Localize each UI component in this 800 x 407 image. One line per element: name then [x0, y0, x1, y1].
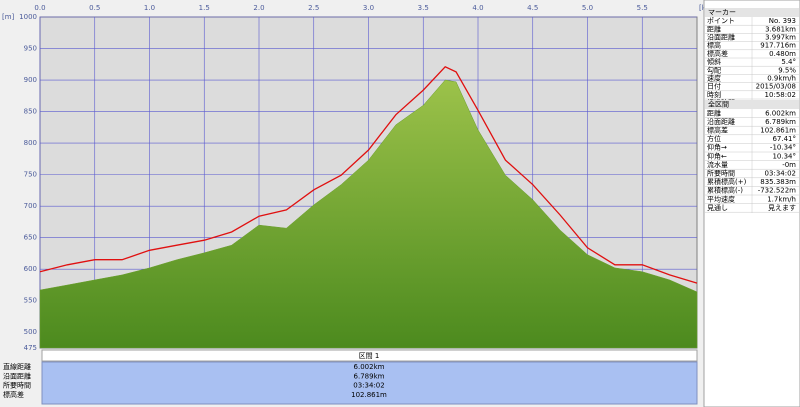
row-value: 5.4°: [781, 58, 796, 66]
row-label: 累積標高(+): [707, 177, 747, 186]
section-row-label: 直線距離: [3, 362, 31, 371]
x-tick-label: 1.0: [144, 4, 155, 12]
row-label: 標高: [707, 41, 721, 50]
row-label: 速度: [707, 74, 721, 83]
row-label: 流水量: [707, 160, 728, 169]
y-tick-label: 650: [24, 234, 37, 242]
row-label: 距離: [707, 24, 721, 33]
x-tick-label: 2.0: [253, 4, 264, 12]
row-label: 日付: [707, 82, 721, 91]
row-label: 見通し: [707, 203, 728, 212]
row-value: 102.861m: [760, 127, 796, 135]
row-label: 仰角←: [707, 151, 727, 160]
x-tick-label: 3.0: [363, 4, 374, 12]
row-value: -732.522m: [758, 187, 796, 195]
section-row-label: 所要時間: [3, 381, 31, 390]
y-tick-label: 475: [24, 344, 37, 352]
row-value: 917.716m: [760, 42, 796, 50]
row-label: 勾配: [707, 65, 721, 74]
x-tick-label: 5.5: [637, 4, 648, 12]
y-tick-label: 750: [24, 171, 37, 179]
x-tick-label: 4.0: [472, 4, 483, 12]
section-header: [41, 349, 698, 362]
row-value: 03:34:02: [765, 170, 796, 178]
x-tick-label: 0.5: [89, 4, 100, 12]
row-label: 方位: [707, 134, 721, 143]
section-row-value: 6.789km: [354, 372, 385, 380]
row-value: 見えます: [768, 204, 796, 212]
row-label: 標高差: [707, 126, 728, 135]
row-value: -0m: [782, 161, 796, 169]
row-value: 0.9km/h: [767, 75, 796, 83]
x-tick-label: 3.5: [418, 4, 429, 12]
row-value: 835.383m: [760, 178, 796, 186]
row-value: 6.002km: [765, 109, 796, 117]
row-label: 所要時間: [707, 169, 735, 178]
row-label: 仰角→: [707, 143, 727, 152]
panel-title: 全区間: [708, 100, 729, 109]
row-value: 6.789km: [765, 118, 796, 126]
panel-title-bar: [705, 100, 799, 109]
row-value: -10.34°: [770, 144, 796, 152]
terrain-area: [39, 79, 698, 349]
x-tick-label: 1.5: [199, 4, 210, 12]
row-value: 0.480m: [769, 50, 796, 58]
y-unit: [m]: [2, 13, 15, 21]
y-tick-label: 600: [24, 265, 37, 273]
row-label: 傾斜: [707, 57, 721, 66]
section-row-value: 102.861m: [351, 391, 387, 399]
y-tick-label: 500: [24, 328, 37, 336]
row-label: 沿面距離: [707, 117, 735, 126]
row-label: 累積標高(-): [707, 186, 743, 195]
row-value: 2015/03/08: [756, 83, 796, 91]
x-tick-label: 0.0: [34, 4, 45, 12]
panel-title: マーカー: [708, 9, 736, 17]
track-line: [39, 66, 698, 284]
row-label: 平均速度: [707, 194, 735, 203]
row-label: 時刻: [707, 90, 721, 99]
row-label: 沿面距離: [707, 33, 735, 42]
row-value: 9.5%: [778, 66, 796, 74]
row-label: ポイント: [707, 17, 735, 25]
section-row-label: 沿面距離: [3, 371, 31, 380]
row-value: No. 393: [769, 17, 796, 25]
section-row-value: 03:34:02: [353, 382, 384, 390]
x-tick-label: 5.0: [582, 4, 593, 12]
y-tick-label: 800: [24, 139, 37, 147]
row-value: 67.41°: [772, 135, 796, 143]
section-title: 区間 1: [359, 352, 380, 360]
row-value: 1.7km/h: [767, 195, 796, 203]
row-value: 3.997km: [765, 34, 796, 42]
row-value: 3.681km: [765, 25, 796, 33]
x-tick-label: 2.5: [308, 4, 319, 12]
section-values-band: [41, 361, 698, 405]
row-label: 標高差: [707, 49, 728, 58]
y-tick-label: 550: [24, 297, 37, 305]
section-row-value: 6.002km: [354, 363, 385, 371]
y-tick-label: 850: [24, 108, 37, 116]
y-tick-label: 1000: [19, 13, 37, 21]
y-tick-label: 900: [24, 76, 37, 84]
row-label: 距離: [707, 108, 721, 117]
y-tick-label: 700: [24, 202, 37, 210]
row-value: 10.34°: [772, 152, 796, 160]
x-tick-label: 4.5: [527, 4, 538, 12]
row-value: 10:58:02: [765, 91, 796, 99]
panel-title-bar: [705, 8, 799, 17]
y-tick-label: 950: [24, 45, 37, 53]
section-row-label: 標高差: [3, 390, 24, 399]
